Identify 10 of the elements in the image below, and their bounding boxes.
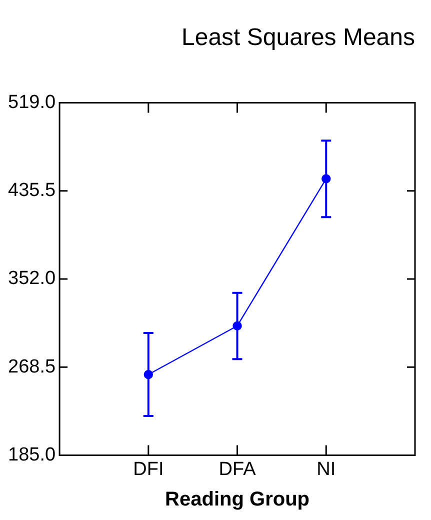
y-tick-label: 435.5 <box>8 180 56 202</box>
chart-title: Least Squares Means <box>182 24 415 52</box>
x-tick-label: DFI <box>133 458 164 480</box>
y-tick-label: 185.0 <box>8 444 56 466</box>
x-axis-title: Reading Group <box>165 488 310 511</box>
y-tick-label: 352.0 <box>8 268 56 290</box>
x-tick-label: DFA <box>218 458 256 480</box>
x-tick-label: NI <box>316 458 336 480</box>
y-tick-label: 268.5 <box>8 356 56 378</box>
y-tick-label: 519.0 <box>8 92 56 114</box>
